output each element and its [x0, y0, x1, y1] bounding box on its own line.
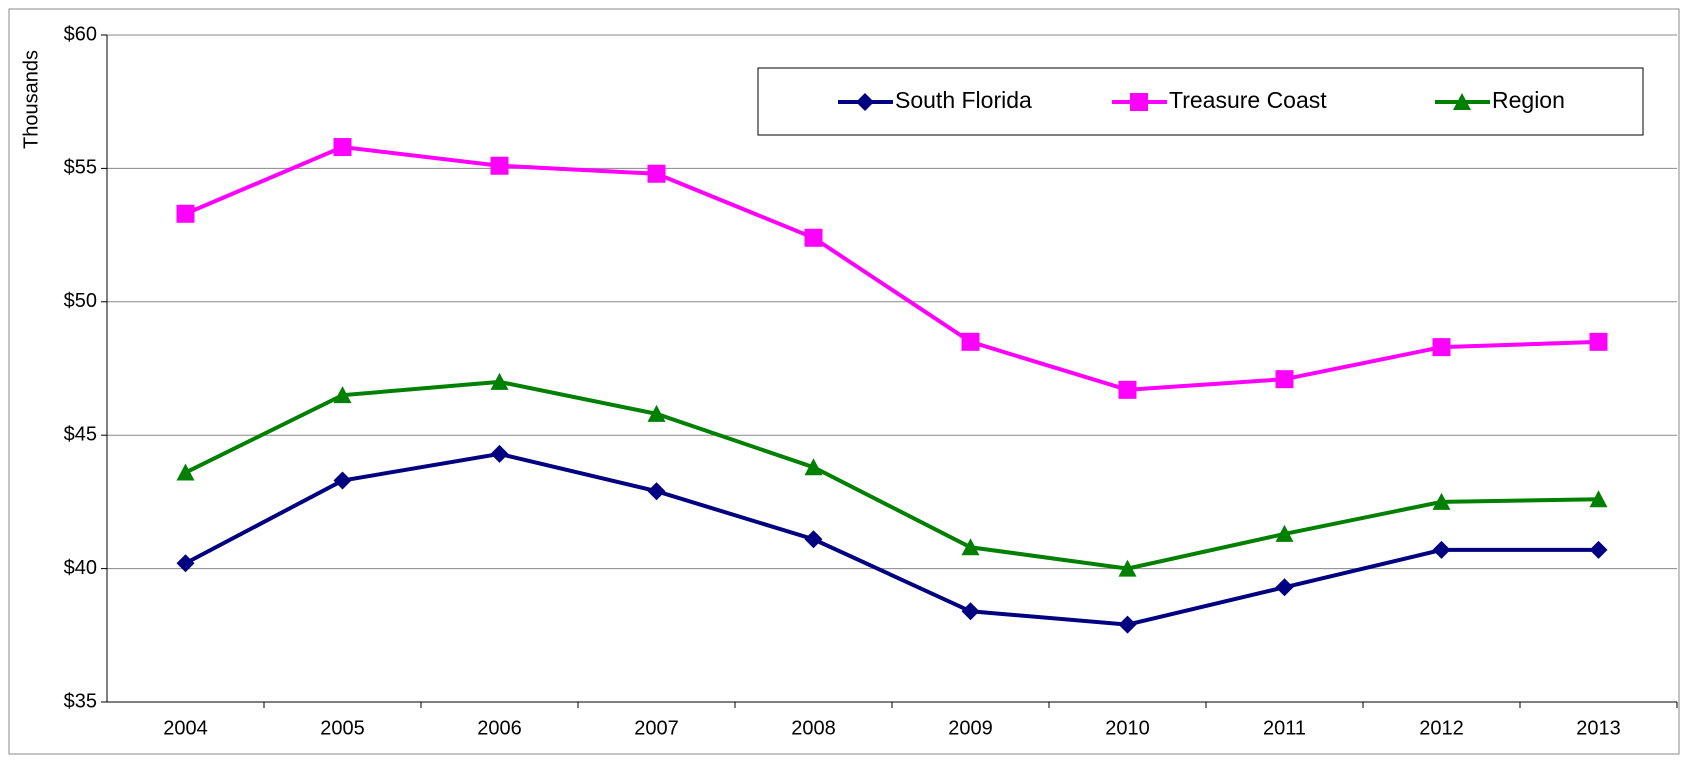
x-tick-label: 2012 [1419, 717, 1464, 739]
chart-border [8, 8, 1680, 755]
x-tick-label: 2011 [1263, 717, 1306, 739]
x-tick-label: 2004 [163, 717, 208, 739]
data-point [1432, 540, 1451, 559]
data-point [490, 156, 509, 175]
y-tick-label: $45 [64, 423, 97, 445]
x-tick-label: 2006 [477, 717, 522, 739]
data-point [1118, 615, 1137, 634]
x-tick-label: 2009 [948, 717, 993, 739]
series-line [184, 145, 1599, 392]
x-tick-label: 2007 [634, 717, 679, 739]
y-tick-label: $60 [64, 23, 97, 45]
data-point [490, 444, 509, 463]
data-point [1589, 540, 1608, 559]
data-point [647, 404, 666, 422]
series-line [184, 379, 1599, 571]
data-point [333, 386, 352, 404]
data-point [333, 471, 352, 490]
y-tick-label: $50 [64, 290, 97, 312]
data-point [176, 463, 195, 481]
data-point [961, 602, 980, 621]
x-tick-label: 2013 [1576, 717, 1621, 739]
data-point [1275, 370, 1294, 389]
data-point [1275, 578, 1294, 597]
data-point [961, 332, 980, 351]
x-tick-label: 2010 [1105, 717, 1150, 739]
series-line [184, 451, 1599, 627]
data-point [176, 554, 195, 573]
x-tick-label: 2005 [320, 717, 365, 739]
legend-label: South Florida [895, 87, 1032, 113]
legend-marker [1130, 93, 1148, 111]
y-axis-label: Thousands [20, 50, 42, 149]
data-point [804, 228, 823, 247]
data-point [1432, 338, 1451, 357]
legend-label: Treasure Coast [1169, 87, 1327, 113]
data-point [1118, 559, 1137, 577]
x-tick-label: 2008 [791, 717, 836, 739]
y-tick-label: $55 [64, 157, 97, 179]
data-point [490, 372, 509, 390]
data-point [1118, 380, 1137, 399]
data-point [647, 164, 666, 183]
data-point [1432, 492, 1451, 510]
data-point [804, 530, 823, 549]
legend-label: Region [1492, 87, 1565, 113]
data-point [1275, 524, 1294, 542]
y-tick-label: $35 [64, 690, 97, 712]
data-point [1589, 332, 1608, 351]
legend-box [757, 67, 1644, 136]
data-point [1589, 490, 1608, 508]
data-point [333, 138, 352, 157]
data-point [961, 538, 980, 556]
data-point [647, 482, 666, 501]
legend-marker [1453, 93, 1471, 110]
legend-marker [856, 93, 874, 111]
data-point [804, 458, 823, 476]
data-point [176, 204, 195, 223]
y-tick-label: $40 [64, 557, 97, 579]
